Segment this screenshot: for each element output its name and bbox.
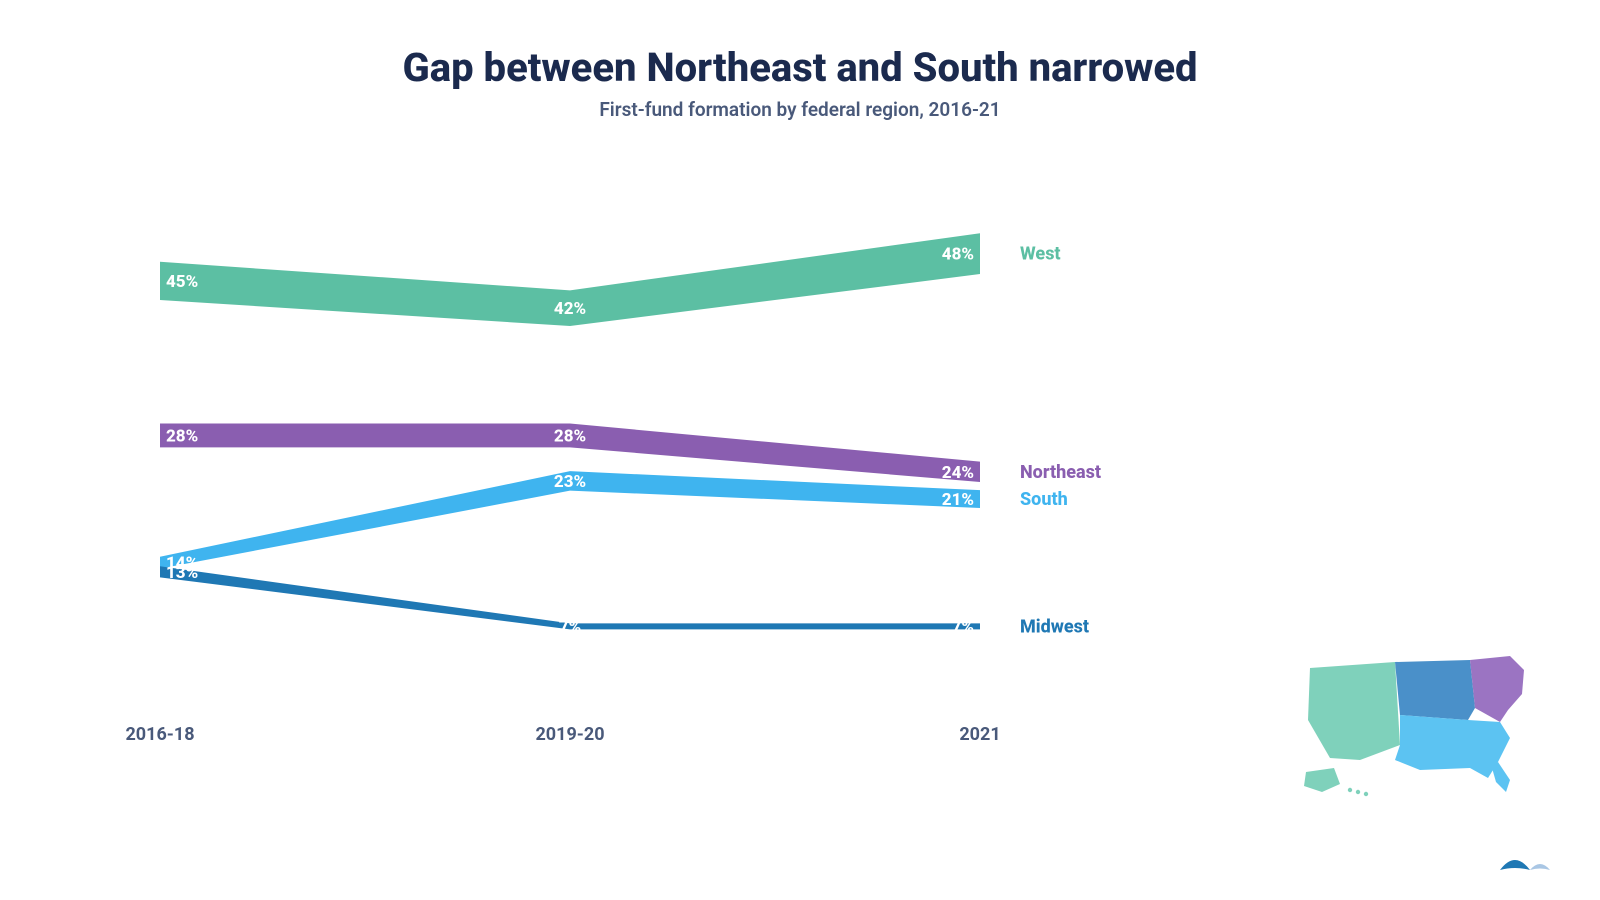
series-label-midwest: Midwest bbox=[1020, 616, 1089, 637]
value-label: 24% bbox=[942, 463, 974, 483]
logo-svg bbox=[1500, 848, 1560, 874]
value-label: 45% bbox=[166, 272, 198, 292]
region-hawaii bbox=[1356, 790, 1360, 794]
logo-wave-light bbox=[1530, 864, 1550, 870]
map-svg bbox=[1300, 650, 1540, 800]
value-label: 7% bbox=[952, 617, 974, 637]
region-midwest bbox=[1395, 660, 1475, 720]
series-label-west: West bbox=[1020, 244, 1061, 265]
logo-mark bbox=[1500, 848, 1560, 878]
slide-root: Gap between Northeast and South narrowed… bbox=[0, 0, 1600, 900]
value-label: 28% bbox=[554, 426, 586, 446]
chart-area: 45%42%48%West28%28%24%Northeast14%23%21%… bbox=[130, 190, 1190, 760]
chart-title: Gap between Northeast and South narrowed bbox=[0, 44, 1600, 91]
value-label: 42% bbox=[554, 299, 586, 319]
value-label: 13% bbox=[166, 563, 198, 583]
series-label-south: South bbox=[1020, 489, 1068, 510]
us-region-map bbox=[1300, 650, 1540, 800]
x-axis-label: 2016-18 bbox=[125, 724, 194, 745]
chart-svg: 45%42%48%West28%28%24%Northeast14%23%21%… bbox=[130, 190, 1190, 760]
series-label-northeast: Northeast bbox=[1020, 462, 1101, 483]
value-label: 7% bbox=[559, 617, 581, 637]
region-west bbox=[1308, 662, 1400, 760]
value-label: 28% bbox=[166, 426, 198, 446]
chart-subtitle: First-fund formation by federal region, … bbox=[0, 98, 1600, 121]
value-label: 21% bbox=[942, 490, 974, 510]
value-label: 23% bbox=[554, 472, 586, 492]
region-south-florida bbox=[1492, 762, 1510, 792]
region-hawaii bbox=[1364, 792, 1368, 796]
x-axis-label: 2021 bbox=[959, 724, 1000, 745]
region-northeast bbox=[1470, 656, 1524, 722]
logo-wave-dark bbox=[1500, 860, 1530, 870]
region-hawaii bbox=[1348, 788, 1352, 792]
x-axis-label: 2019-20 bbox=[535, 724, 604, 745]
region-alaska bbox=[1304, 768, 1340, 792]
value-label: 48% bbox=[942, 245, 974, 265]
